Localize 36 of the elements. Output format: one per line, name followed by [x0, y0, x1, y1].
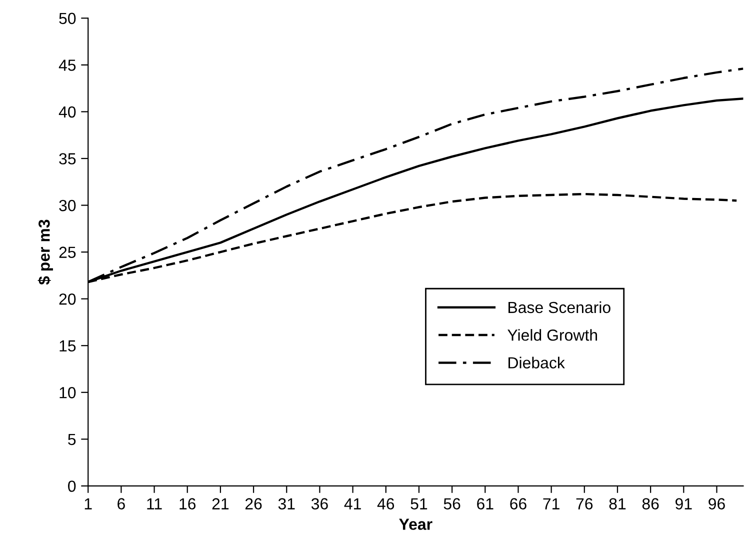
y-tick-label: 50: [59, 12, 76, 24]
y-tick-label: 15: [60, 340, 76, 352]
x-tick-label: 26: [245, 498, 262, 510]
x-tick-label: 96: [708, 498, 725, 510]
y-axis-title: $ per m3: [38, 220, 53, 285]
y-tick-label: 0: [68, 480, 76, 492]
x-tick-label: 76: [576, 498, 593, 510]
x-tick-label: 21: [212, 498, 229, 510]
x-tick-label: 11: [147, 498, 162, 510]
x-tick-label: 6: [118, 498, 125, 510]
y-tick-label: 30: [59, 200, 76, 212]
y-tick-label: 25: [59, 246, 76, 258]
x-tick-label: 46: [377, 498, 394, 510]
x-tick-label: 91: [676, 498, 692, 510]
x-tick-label: 1: [84, 498, 92, 510]
legend-label: Dieback: [508, 356, 565, 368]
x-tick-label: 81: [609, 498, 626, 510]
y-tick-label: 10: [60, 387, 76, 398]
x-tick-label: 86: [642, 498, 659, 510]
x-tick-label: 31: [278, 498, 295, 510]
x-tick-label: 66: [510, 498, 526, 510]
x-tick-label: 61: [477, 498, 494, 510]
x-axis-title: Year: [399, 518, 432, 530]
y-tick-label: 5: [68, 434, 76, 446]
x-tick-label: 41: [344, 498, 361, 510]
x-tick-label: 16: [180, 498, 196, 510]
x-tick-label: 71: [543, 498, 560, 510]
x-tick-label: 51: [410, 498, 428, 510]
x-tick-label: 36: [311, 498, 328, 510]
x-tick-label: 56: [444, 498, 460, 510]
y-tick-label: 35: [59, 153, 76, 164]
legend-label: Yield Growth: [508, 329, 597, 341]
legend-label: Base Scenario: [508, 301, 610, 314]
y-tick-label: 45: [58, 60, 76, 71]
y-tick-label: 40: [58, 106, 76, 118]
y-tick-label: 20: [59, 293, 76, 305]
